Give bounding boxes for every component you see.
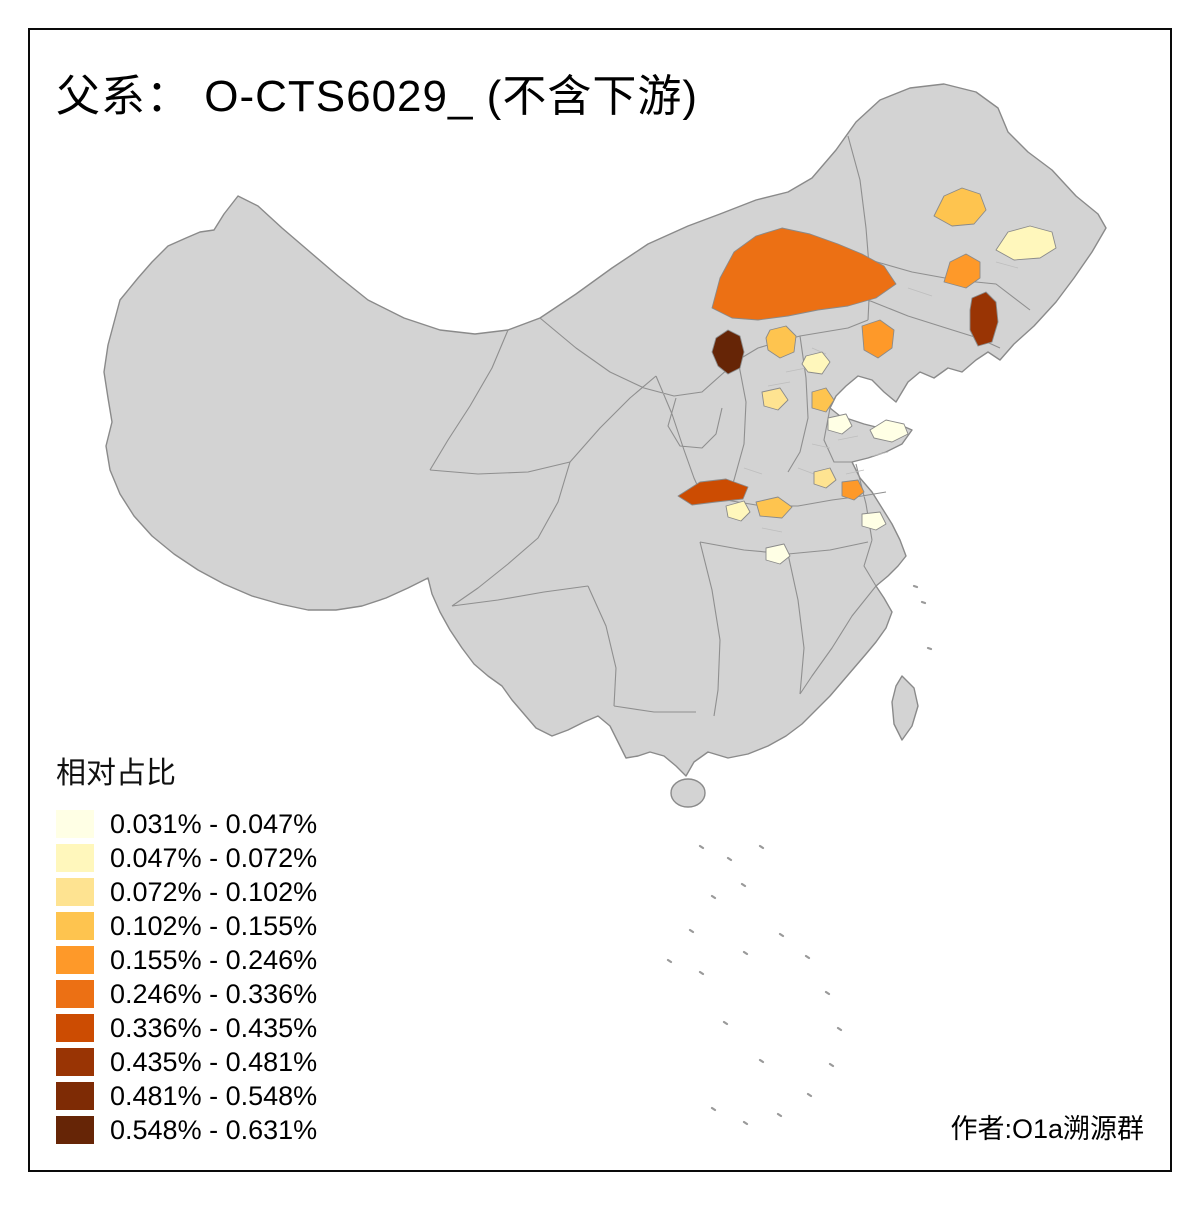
region-north-shanxi-darkest bbox=[711, 329, 745, 375]
prefecture-borders bbox=[743, 261, 1019, 533]
legend-item: 0.435% - 0.481% bbox=[56, 1048, 317, 1076]
region-zhengzhou-area bbox=[841, 479, 865, 501]
legend-label: 0.031% - 0.047% bbox=[110, 809, 318, 839]
south-china-sea-islets bbox=[666, 584, 933, 1126]
region-guanzhong bbox=[677, 478, 749, 506]
region-northwest-hebei bbox=[765, 325, 797, 359]
legend-swatch bbox=[56, 844, 94, 872]
region-south-shanxi bbox=[755, 496, 793, 519]
legend-label: 0.102% - 0.155% bbox=[110, 911, 318, 941]
region-beijing-area bbox=[801, 351, 831, 375]
legend-label: 0.336% - 0.435% bbox=[110, 1013, 318, 1043]
legend-label: 0.155% - 0.246% bbox=[110, 945, 318, 975]
region-east-henan bbox=[861, 511, 887, 531]
region-shandong-peninsula bbox=[869, 419, 909, 443]
region-tianjin-area bbox=[811, 387, 835, 413]
legend-swatch bbox=[56, 1048, 94, 1076]
legend-label: 0.047% - 0.072% bbox=[110, 843, 318, 873]
legend-item: 0.031% - 0.047% bbox=[56, 810, 317, 838]
hainan-island bbox=[670, 778, 706, 808]
region-west-liaoning bbox=[861, 319, 895, 359]
page-title: 父系： O-CTS6029_ (不含下游) bbox=[56, 72, 698, 121]
legend-label: 0.435% - 0.481% bbox=[110, 1047, 318, 1077]
region-west-jilin bbox=[943, 253, 981, 289]
legend-label: 0.481% - 0.548% bbox=[110, 1081, 318, 1111]
legend-swatch bbox=[56, 912, 94, 940]
region-east-heilongjiang bbox=[995, 225, 1057, 261]
region-central-hebei bbox=[761, 387, 789, 411]
taiwan-island bbox=[891, 675, 919, 741]
legend-label: 0.072% - 0.102% bbox=[110, 877, 318, 907]
legend-item: 0.047% - 0.072% bbox=[56, 844, 317, 872]
region-east-jilin-dark bbox=[969, 291, 999, 347]
legend-item: 0.102% - 0.155% bbox=[56, 912, 317, 940]
legend-label: 0.548% - 0.631% bbox=[110, 1115, 318, 1145]
mainland-shape bbox=[103, 83, 1107, 777]
legend-swatch bbox=[56, 1082, 94, 1110]
region-central-inner-mongolia bbox=[711, 227, 897, 321]
legend: 相对占比 0.031% - 0.047% 0.047% - 0.072% 0.0… bbox=[56, 748, 317, 1150]
legend-item: 0.246% - 0.336% bbox=[56, 980, 317, 1008]
region-west-henan bbox=[725, 500, 751, 522]
legend-item: 0.481% - 0.548% bbox=[56, 1082, 317, 1110]
region-southwest-henan bbox=[765, 543, 791, 565]
legend-item: 0.155% - 0.246% bbox=[56, 946, 317, 974]
legend-swatch bbox=[56, 980, 94, 1008]
legend-swatch bbox=[56, 810, 94, 838]
author-credit: 作者:O1a溯源群 bbox=[950, 1114, 1144, 1144]
legend-swatch bbox=[56, 1014, 94, 1042]
legend-item: 0.548% - 0.631% bbox=[56, 1116, 317, 1144]
legend-swatch bbox=[56, 1116, 94, 1144]
legend-swatch bbox=[56, 946, 94, 974]
legend-swatch bbox=[56, 878, 94, 906]
legend-label: 0.246% - 0.336% bbox=[110, 979, 318, 1009]
region-east-hebei bbox=[827, 413, 853, 435]
legend-item: 0.072% - 0.102% bbox=[56, 878, 317, 906]
region-north-henan bbox=[813, 467, 837, 489]
region-west-heilongjiang bbox=[933, 187, 987, 227]
legend-title: 相对占比 bbox=[56, 757, 176, 790]
legend-item: 0.336% - 0.435% bbox=[56, 1014, 317, 1042]
